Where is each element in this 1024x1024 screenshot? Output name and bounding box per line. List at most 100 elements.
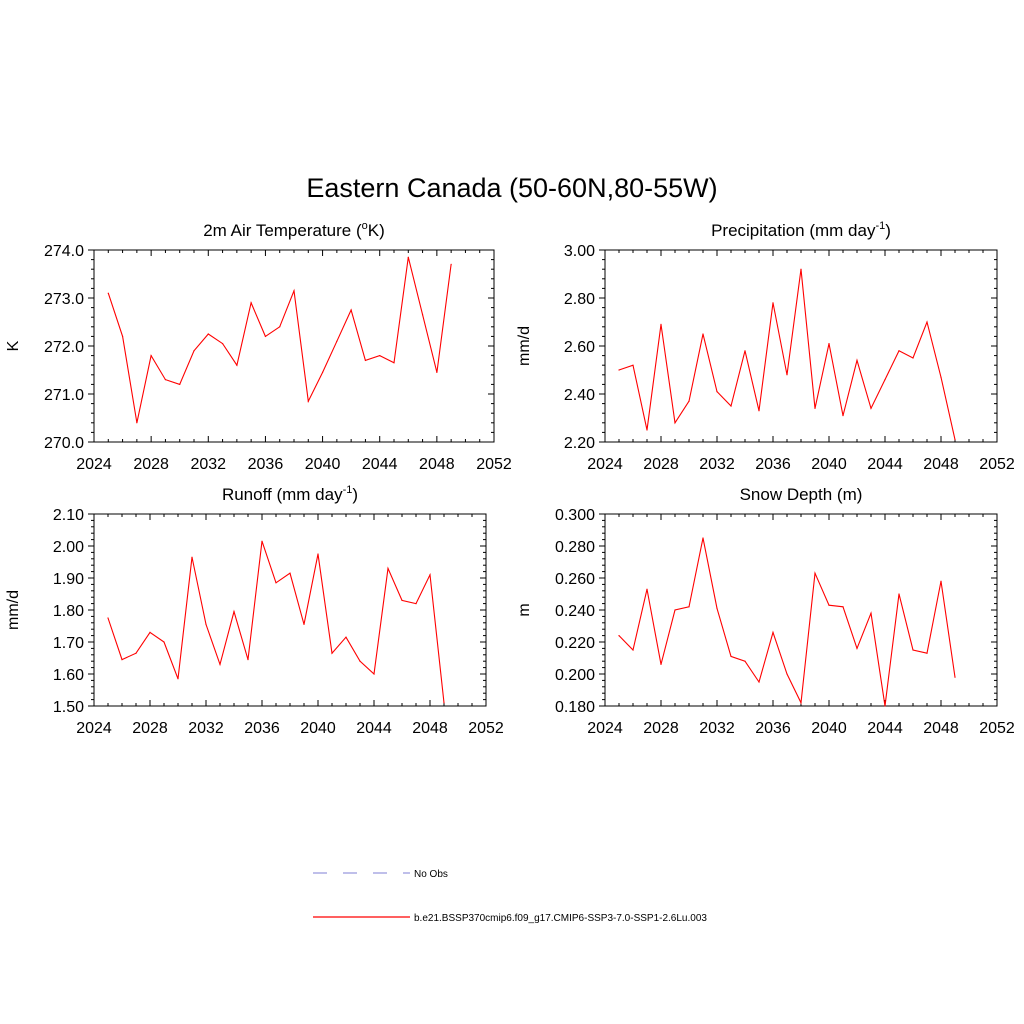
precipitation-data-point	[660, 323, 662, 325]
air-temperature-x-tick-label: 2028	[133, 456, 169, 473]
snow-depth-y-tick-label: 0.280	[555, 539, 595, 556]
air-temperature-data-point	[150, 355, 152, 357]
snow-depth-data-point	[772, 631, 774, 634]
precipitation-data-point	[842, 415, 844, 417]
snow-depth-data-point	[898, 593, 900, 595]
runoff-series-line	[107, 541, 445, 703]
snow-depth-y-tick-label: 0.200	[555, 667, 595, 684]
air-temperature-y-tick-label: 270.0	[44, 435, 84, 452]
runoff-x-tick-label: 2032	[188, 720, 224, 737]
runoff-y-axis-label: mm/d	[5, 590, 22, 630]
snow-depth-plot-frame	[604, 513, 998, 707]
air-temperature-data-point	[450, 263, 452, 265]
snow-depth-data-point	[786, 673, 788, 675]
legend-label-no-obs: No Obs	[414, 869, 448, 880]
snow-depth-x-tick-label: 2044	[867, 720, 903, 737]
precipitation-data-point	[814, 407, 816, 409]
runoff-x-tick-label: 2024	[76, 720, 112, 737]
air-temperature-data-point	[364, 359, 367, 361]
runoff-data-point	[387, 567, 389, 570]
precipitation-y-tick-label: 2.20	[564, 435, 595, 452]
runoff-y-tick-label: 1.80	[53, 603, 84, 620]
runoff-y-tick-label: 2.10	[53, 507, 84, 524]
snow-depth-data-point	[674, 609, 676, 611]
runoff-data-point	[219, 663, 221, 666]
snow-depth-data-point	[926, 652, 928, 654]
precipitation-series-line	[618, 269, 956, 440]
precipitation-y-tick-label: 2.80	[564, 291, 595, 308]
runoff-data-point	[135, 652, 137, 654]
precipitation-data-point	[702, 333, 704, 335]
air-temperature-x-tick-label: 2024	[76, 456, 112, 473]
air-temperature-data-point	[421, 314, 424, 316]
air-temperature-title-tail: K)	[368, 221, 385, 240]
figure-title: Eastern Canada (50-60N,80-55W)	[306, 173, 717, 203]
air-temperature-y-axis-label: K	[5, 340, 22, 351]
precipitation-y-tick-label: 2.60	[564, 339, 595, 356]
air-temperature-data-point	[121, 335, 124, 337]
snow-depth-data-point	[814, 572, 816, 574]
air-temperature-x-tick-label: 2036	[248, 456, 284, 473]
snow-depth-x-tick-label: 2052	[979, 720, 1015, 737]
runoff-data-point	[443, 702, 445, 704]
precipitation-panel-title: Precipitation (mm day-1)	[711, 220, 891, 240]
precipitation-data-point	[744, 350, 746, 352]
snow-depth-data-point	[702, 537, 704, 539]
snow-depth-y-axis-label: m	[516, 603, 533, 616]
precipitation-data-point	[786, 374, 788, 376]
air-temperature-data-point	[136, 422, 138, 424]
runoff-data-point	[247, 659, 249, 661]
runoff-x-tick-label: 2048	[412, 720, 448, 737]
snow-depth-data-point	[730, 655, 732, 658]
air-temperature-data-point	[293, 290, 295, 292]
air-temperature-plot-frame	[93, 249, 495, 443]
snow-depth-data-point	[870, 612, 872, 614]
snow-depth-x-tick-label: 2048	[923, 720, 959, 737]
air-temperature-data-point	[279, 326, 281, 328]
snow-depth-data-point	[912, 649, 914, 651]
precipitation-data-point	[800, 268, 802, 270]
air-temperature-y-tick-label: 274.0	[44, 243, 84, 260]
snow-depth-data-point	[646, 588, 648, 590]
precipitation-data-point	[730, 405, 732, 407]
precipitation-x-tick-label: 2028	[643, 456, 679, 473]
runoff-y-tick-label: 2.00	[53, 539, 84, 556]
runoff-title-superscript: -1	[343, 484, 353, 496]
snow-depth-data-point	[660, 663, 662, 666]
precipitation-y-axis-label: mm/d	[516, 326, 533, 366]
precipitation-data-point	[758, 410, 760, 412]
air-temperature-series-line	[107, 257, 452, 423]
air-temperature-data-point	[379, 355, 381, 357]
snow-depth-y-tick-label: 0.220	[555, 635, 595, 652]
snow-depth-data-point	[954, 676, 956, 678]
snow-depth-data-point	[744, 660, 746, 662]
precipitation-y-tick-label: 2.40	[564, 387, 595, 404]
precipitation-data-point	[870, 407, 872, 409]
precipitation-x-tick-label: 2040	[811, 456, 847, 473]
air-temperature-data-point	[307, 400, 309, 402]
air-temperature-data-point	[164, 379, 167, 381]
snow-depth-data-point	[828, 604, 830, 606]
runoff-data-point	[317, 553, 319, 555]
air-temperature-y-tick-label: 271.0	[44, 387, 84, 404]
air-temperature-y-tick-label: 273.0	[44, 291, 84, 308]
air-temperature-x-tick-label: 2044	[362, 456, 398, 473]
precipitation-x-tick-label: 2044	[867, 456, 903, 473]
panel-precipitation: 2024 2028 2032 2036 2040 2044 2048 2052 2.20 2.40…	[516, 220, 1015, 473]
runoff-x-tick-label: 2036	[244, 720, 280, 737]
air-temperature-title-main: 2m Air Temperature (	[203, 221, 362, 240]
panel-runoff: 2024 2028 2032 2036 2040 2044 2048 2052 1.50 1.60…	[5, 484, 504, 737]
runoff-data-point	[429, 574, 431, 576]
runoff-title-tail: )	[352, 485, 358, 504]
precipitation-y-tick-label: 3.00	[564, 243, 595, 260]
panels-group: 2024 2028 2032 2036 2040 2044 2048 2052 270.0 271…	[5, 220, 1015, 737]
air-temperature-x-tick-label: 2052	[476, 456, 512, 473]
runoff-data-point	[359, 660, 361, 662]
snow-depth-data-point	[940, 580, 942, 582]
runoff-data-point	[275, 582, 277, 584]
snow-depth-y-tick-label: 0.180	[555, 699, 595, 716]
air-temperature-data-point	[350, 309, 352, 311]
snow-depth-x-tick-label: 2028	[643, 720, 679, 737]
runoff-data-point	[205, 623, 207, 626]
